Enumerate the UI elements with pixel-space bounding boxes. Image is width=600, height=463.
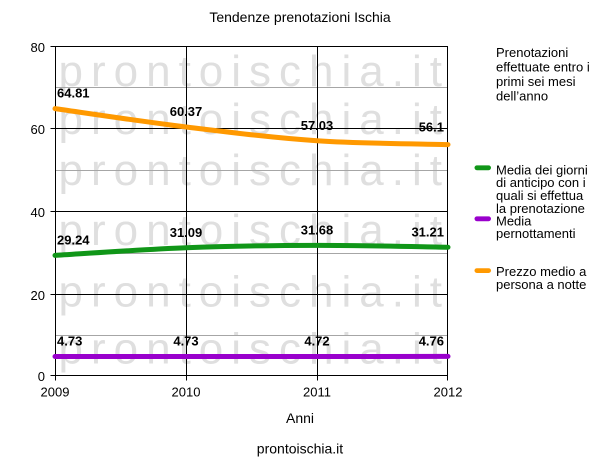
svg-text:Tendenze prenotazioni Ischia: Tendenze prenotazioni Ischia bbox=[209, 9, 391, 25]
svg-text:quali si effettua: quali si effettua bbox=[496, 188, 584, 203]
svg-text:prontoischia.it: prontoischia.it bbox=[59, 268, 450, 317]
svg-text:40: 40 bbox=[31, 205, 45, 220]
svg-text:56.1: 56.1 bbox=[419, 120, 444, 135]
svg-text:60.37: 60.37 bbox=[170, 104, 203, 119]
svg-text:0: 0 bbox=[38, 369, 45, 384]
svg-text:31.09: 31.09 bbox=[170, 225, 203, 240]
svg-text:Anni: Anni bbox=[286, 410, 314, 426]
svg-text:persona a notte: persona a notte bbox=[496, 277, 586, 292]
svg-text:20: 20 bbox=[31, 288, 45, 303]
svg-text:2012: 2012 bbox=[434, 385, 463, 400]
svg-text:la prenotazione: la prenotazione bbox=[496, 201, 585, 216]
svg-text:prontoischia.it: prontoischia.it bbox=[257, 441, 343, 457]
svg-text:dell’anno: dell’anno bbox=[496, 89, 548, 104]
svg-text:prontoischia.it: prontoischia.it bbox=[59, 325, 450, 374]
svg-text:31.68: 31.68 bbox=[301, 222, 334, 237]
svg-text:4.73: 4.73 bbox=[173, 334, 198, 349]
svg-text:primi sei mesi: primi sei mesi bbox=[496, 74, 576, 89]
svg-text:57.03: 57.03 bbox=[301, 118, 334, 133]
svg-text:80: 80 bbox=[31, 40, 45, 55]
svg-text:2010: 2010 bbox=[172, 385, 201, 400]
svg-text:2011: 2011 bbox=[303, 385, 331, 400]
svg-text:64.81: 64.81 bbox=[57, 86, 90, 101]
svg-text:4.73: 4.73 bbox=[57, 334, 82, 349]
svg-text:4.72: 4.72 bbox=[304, 334, 329, 349]
svg-text:60: 60 bbox=[31, 122, 45, 137]
svg-text:Prenotazioni: Prenotazioni bbox=[496, 45, 568, 60]
svg-text:prontoischia.it: prontoischia.it bbox=[59, 47, 450, 96]
svg-text:4.76: 4.76 bbox=[419, 333, 444, 348]
svg-text:di anticipo con i: di anticipo con i bbox=[496, 175, 586, 190]
svg-text:effettuate entro i: effettuate entro i bbox=[496, 60, 590, 75]
svg-text:31.21: 31.21 bbox=[411, 224, 444, 239]
svg-text:2009: 2009 bbox=[41, 385, 70, 400]
svg-text:Media: Media bbox=[496, 213, 532, 228]
svg-text:29.24: 29.24 bbox=[57, 232, 90, 247]
svg-text:Prezzo medio a: Prezzo medio a bbox=[496, 264, 587, 279]
svg-text:Media dei giorni: Media dei giorni bbox=[496, 162, 588, 177]
svg-text:pernottamenti: pernottamenti bbox=[496, 226, 576, 241]
